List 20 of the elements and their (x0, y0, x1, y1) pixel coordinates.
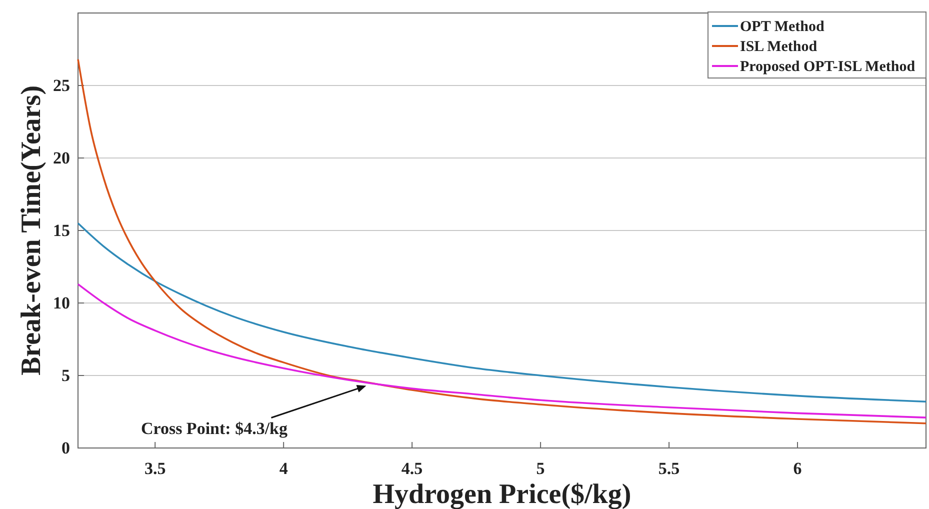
y-tick-label: 10 (53, 293, 70, 312)
x-tick-label: 5 (536, 459, 545, 478)
legend-label: OPT Method (740, 19, 825, 35)
x-tick-label: 4.5 (401, 459, 423, 478)
line-series (77, 222, 927, 402)
x-tick-label: 3.5 (144, 459, 166, 478)
x-axis-title: Hydrogen Price($/kg) (372, 479, 632, 509)
y-tick-label: 20 (53, 148, 70, 168)
x-tick-label: 4 (279, 459, 288, 478)
y-tick-label: 25 (53, 76, 70, 95)
y-tick-label: 15 (53, 220, 70, 240)
x-tick-label: 5.5 (658, 459, 680, 478)
line-series (77, 283, 927, 418)
x-tick-label: 6 (793, 459, 802, 478)
legend-label: Proposed OPT-ISL Method (740, 59, 916, 75)
y-tick-label: 0 (62, 438, 70, 458)
legend-label: ISL Method (740, 39, 818, 55)
y-axis-title: Break-even Time(Years) (16, 85, 47, 376)
y-tick-label: 5 (62, 366, 70, 385)
annotation: Cross Point: $4.3/kg (140, 418, 288, 438)
